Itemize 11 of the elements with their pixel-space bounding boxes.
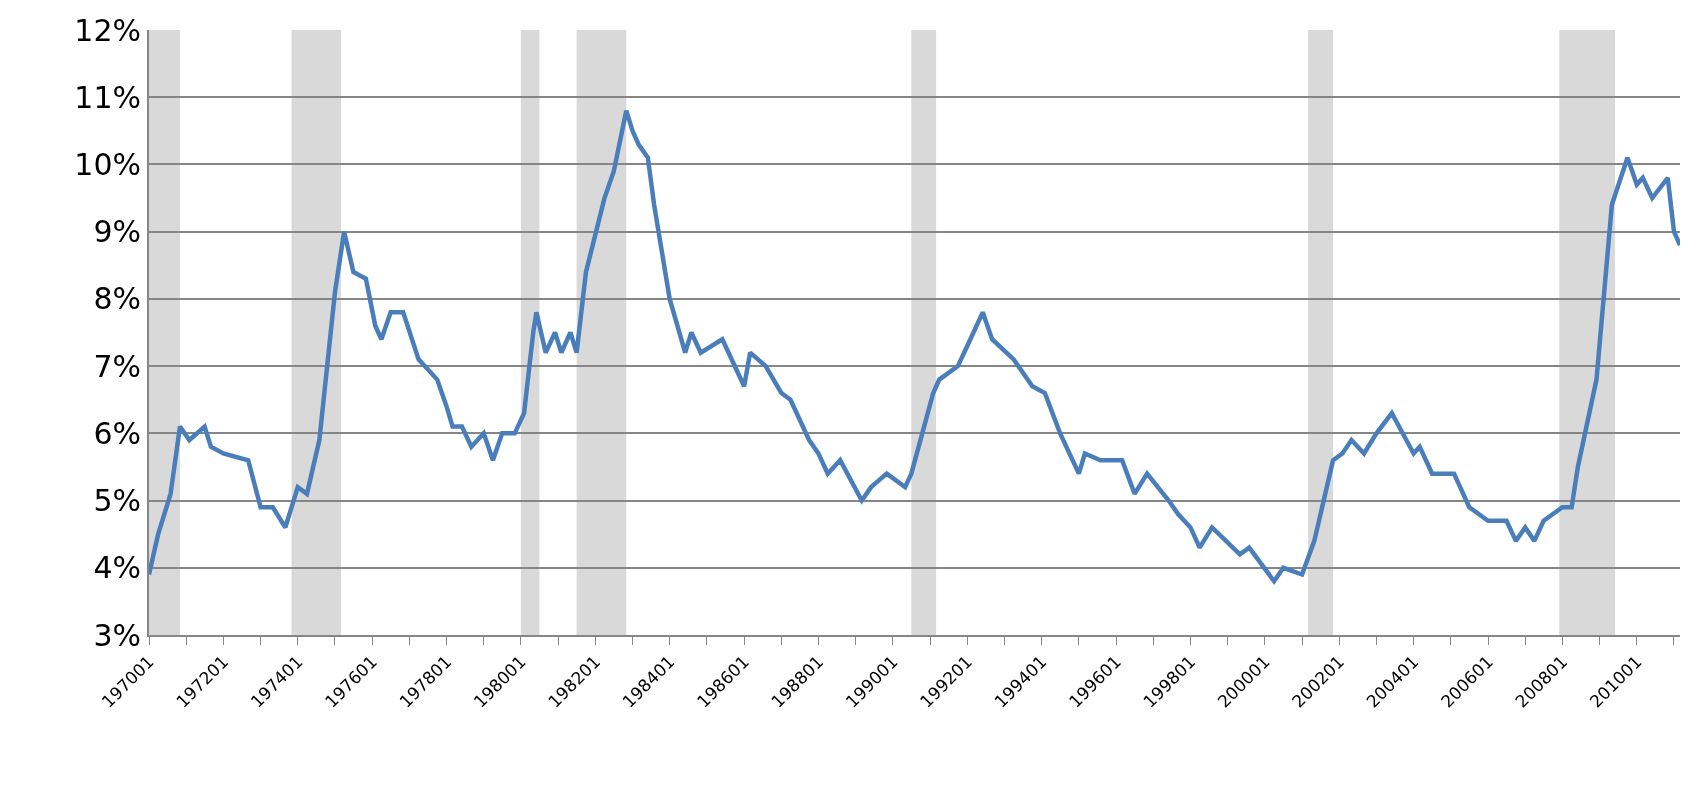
y-tick-label: 11% [74, 79, 141, 115]
y-tick-label: 6% [93, 415, 141, 451]
y-tick-label: 9% [93, 214, 141, 250]
y-tick-label: 8% [93, 281, 141, 317]
line-series [149, 108, 1680, 584]
y-tick-label: 5% [93, 483, 141, 519]
y-tick-label: 7% [93, 348, 141, 384]
y-tick-label: 4% [93, 550, 141, 586]
y-tick-label: 10% [74, 146, 141, 182]
y-tick-label: 3% [93, 617, 141, 653]
y-tick-label: 12% [74, 12, 141, 48]
